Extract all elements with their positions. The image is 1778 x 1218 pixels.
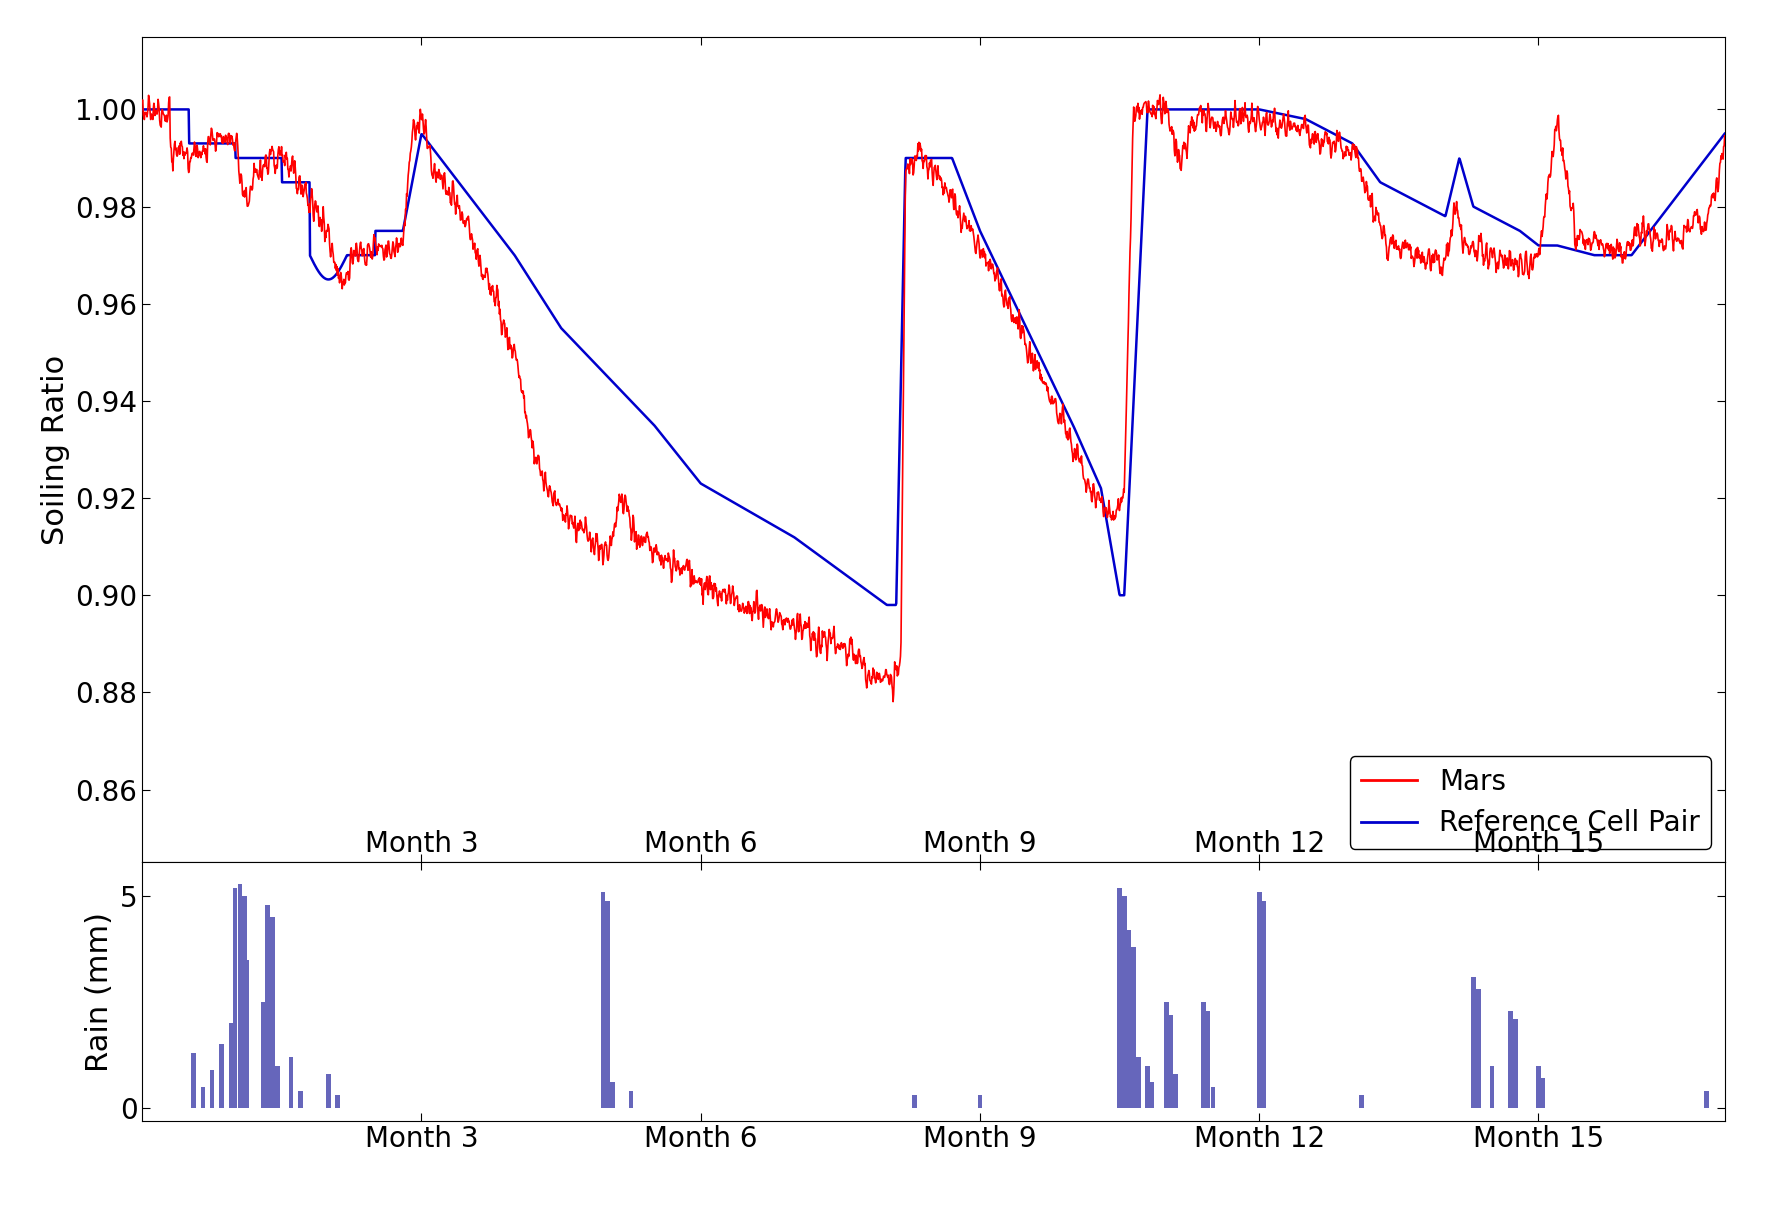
Bar [912, 1095, 917, 1108]
Bar [1476, 989, 1481, 1108]
Bar [242, 896, 247, 1108]
Bar [601, 892, 605, 1108]
Legend: Mars, Reference Cell Pair: Mars, Reference Cell Pair [1350, 756, 1710, 849]
Reference Cell Pair [807, 547, 829, 561]
Bar [238, 883, 242, 1108]
Bar [1508, 1011, 1513, 1108]
Bar [1703, 1091, 1709, 1108]
Line: Reference Cell Pair: Reference Cell Pair [142, 110, 1725, 605]
Bar [299, 1091, 302, 1108]
Y-axis label: Soiling Ratio: Soiling Ratio [41, 354, 69, 544]
Mars [1714, 129, 1735, 144]
Bar [265, 905, 270, 1108]
Reference Cell Pair [311, 269, 332, 284]
Bar [270, 917, 276, 1108]
Reference Cell Pair [1513, 227, 1534, 241]
Bar [1173, 1074, 1177, 1108]
Bar [1262, 900, 1266, 1108]
Mars [405, 118, 427, 133]
Bar [219, 1044, 224, 1108]
Bar [261, 1002, 265, 1108]
Bar [1513, 1019, 1517, 1108]
Bar [1205, 1011, 1211, 1108]
Bar [229, 1023, 233, 1108]
Line: Mars: Mars [142, 95, 1725, 702]
Bar [1360, 1095, 1364, 1108]
Mars [807, 639, 829, 654]
Bar [1200, 1002, 1205, 1108]
Bar [334, 1095, 340, 1108]
Reference Cell Pair [738, 504, 759, 519]
Bar [325, 1074, 331, 1108]
Mars [1684, 205, 1705, 219]
Reference Cell Pair [405, 152, 427, 167]
Bar [276, 1066, 279, 1108]
Bar [610, 1083, 615, 1108]
Bar [1127, 931, 1131, 1108]
Bar [1470, 977, 1476, 1108]
Reference Cell Pair [877, 598, 898, 613]
Bar [1145, 1066, 1150, 1108]
Bar [1542, 1078, 1545, 1108]
Bar [288, 1057, 293, 1108]
Bar [233, 888, 238, 1108]
Bar [190, 1052, 196, 1108]
Bar [1136, 1057, 1141, 1108]
Bar [244, 960, 249, 1108]
Bar [628, 1091, 633, 1108]
Mars [132, 93, 153, 107]
Mars [1513, 266, 1534, 280]
Mars [1149, 88, 1170, 102]
Bar [1536, 1066, 1542, 1108]
Bar [1211, 1086, 1214, 1108]
Bar [1131, 948, 1136, 1108]
Bar [1117, 888, 1122, 1108]
Bar [978, 1095, 983, 1108]
Bar [201, 1086, 204, 1108]
Reference Cell Pair [132, 102, 153, 117]
Mars [738, 597, 759, 611]
Reference Cell Pair [1684, 167, 1705, 181]
Bar [210, 1069, 213, 1108]
Mars [882, 694, 903, 709]
Bar [1150, 1083, 1154, 1108]
Bar [1257, 892, 1262, 1108]
Bar [605, 900, 610, 1108]
Y-axis label: Rain (mm): Rain (mm) [85, 911, 114, 1072]
Bar [1168, 1015, 1173, 1108]
Bar [1165, 1002, 1168, 1108]
Bar [1122, 896, 1127, 1108]
Mars [311, 213, 332, 228]
Reference Cell Pair [1714, 127, 1735, 141]
Bar [1490, 1066, 1494, 1108]
